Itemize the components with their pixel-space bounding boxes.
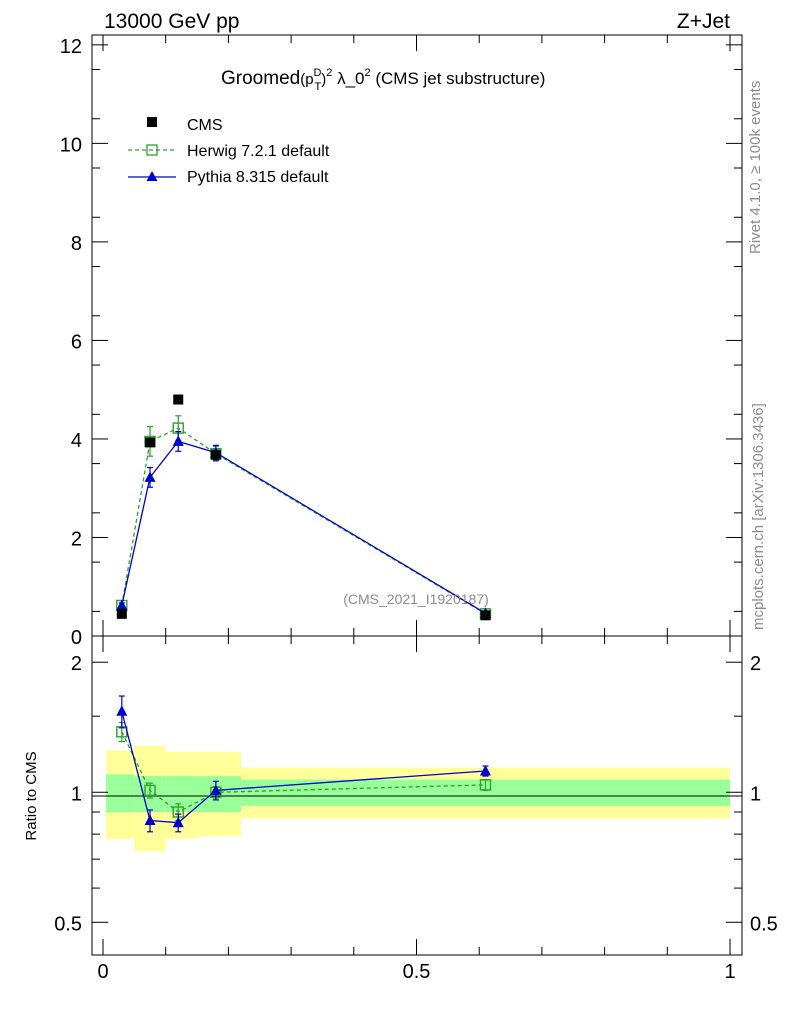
main-y-tick-label: 12 bbox=[60, 36, 82, 58]
ratio-panel: 0.5 0.5 1 1 2 2 Ratio to CMS bbox=[23, 635, 778, 956]
herwig-ratio-point bbox=[479, 779, 492, 791]
legend-marker-cms bbox=[147, 117, 157, 127]
pythia-ratio-point bbox=[144, 814, 156, 826]
ratio-y-tick-label-right: 2 bbox=[750, 653, 761, 675]
main-y-tick-label: 2 bbox=[71, 528, 82, 550]
x-tick-label: 0 bbox=[97, 961, 108, 983]
main-axis-ticks: 0 2 4 6 8 10 12 bbox=[60, 35, 742, 649]
main-y-tick-label: 10 bbox=[60, 134, 82, 156]
main-panel: 0 2 4 6 8 10 12 (CMS_2021_I1920187) bbox=[60, 34, 743, 649]
title-sup-2b: 2 bbox=[365, 67, 371, 79]
herwig-line bbox=[121, 427, 486, 615]
title-sup-d: D bbox=[314, 67, 322, 79]
rivet-version-label: Rivet 4.1.0, ≥ 100k events bbox=[747, 81, 764, 254]
pythia-point bbox=[144, 471, 156, 482]
cms-point bbox=[173, 394, 184, 405]
main-data bbox=[116, 394, 492, 621]
main-y-tick-label: 8 bbox=[71, 233, 82, 255]
ratio-axis-label: Ratio to CMS bbox=[23, 751, 40, 840]
pythia-ratio-point bbox=[210, 784, 222, 795]
cms-point bbox=[210, 449, 221, 460]
pythia-ratio-point bbox=[479, 764, 491, 776]
legend-label-pythia: Pythia 8.315 default bbox=[187, 169, 329, 186]
ratio-data bbox=[116, 695, 492, 833]
pythia-ratio-point bbox=[116, 705, 128, 716]
cms-point bbox=[145, 437, 156, 448]
pythia-line bbox=[121, 440, 486, 614]
title-p: (p bbox=[300, 71, 313, 88]
pythia-ratio-point bbox=[172, 816, 184, 828]
cms-point bbox=[480, 610, 491, 621]
analysis-watermark: (CMS_2021_I1920187) bbox=[343, 591, 489, 607]
title-main: Groomed bbox=[221, 68, 300, 89]
title-sup-2a: 2 bbox=[326, 67, 332, 79]
plot-title: Groomed(pD T)2 λ_02 (CMS jet substructure… bbox=[221, 67, 545, 93]
mcplots-label: mcplots.cern.ch [arXiv:1306.3436] bbox=[750, 403, 767, 630]
x-axis-ticks: 0 0.5 1 bbox=[97, 961, 735, 983]
legend-marker-pythia bbox=[146, 171, 158, 181]
x-tick-label: 0.5 bbox=[403, 961, 431, 983]
ratio-y-tick-label: 0.5 bbox=[54, 913, 82, 935]
ratio-y-tick-label-right: 0.5 bbox=[750, 913, 778, 935]
pythia-point bbox=[172, 435, 184, 446]
x-tick-label: 1 bbox=[724, 961, 735, 983]
ratio-band-inner bbox=[106, 774, 135, 813]
main-y-tick-label: 6 bbox=[71, 331, 82, 353]
ratio-axis-ticks: 0.5 0.5 1 1 2 2 bbox=[54, 636, 778, 955]
ratio-y-tick-label: 2 bbox=[71, 653, 82, 675]
cms-point bbox=[116, 608, 127, 619]
main-y-tick-label: 4 bbox=[71, 430, 82, 452]
ratio-y-tick-label: 1 bbox=[71, 783, 82, 805]
title-rest: (CMS jet substructure) bbox=[371, 69, 546, 88]
ratio-y-tick-label-right: 1 bbox=[750, 783, 761, 805]
main-y-tick-label: 0 bbox=[71, 627, 82, 649]
process-label: Z+Jet bbox=[677, 10, 730, 33]
legend-label-cms: CMS bbox=[187, 117, 223, 134]
energy-label: 13000 GeV pp bbox=[104, 10, 239, 33]
herwig-ratio-point bbox=[144, 784, 156, 797]
title-lambda: λ_0 bbox=[332, 69, 364, 88]
pythia-point bbox=[116, 599, 128, 610]
title-sub-t: T bbox=[315, 81, 322, 93]
legend-marker-herwig bbox=[146, 144, 158, 156]
legend: CMS Herwig 7.2.1 default Pythia 8.315 de… bbox=[128, 117, 330, 186]
title-close: ) bbox=[321, 71, 326, 88]
legend-label-herwig: Herwig 7.2.1 default bbox=[187, 143, 330, 160]
ratio-uncertainty-bands bbox=[106, 745, 730, 852]
